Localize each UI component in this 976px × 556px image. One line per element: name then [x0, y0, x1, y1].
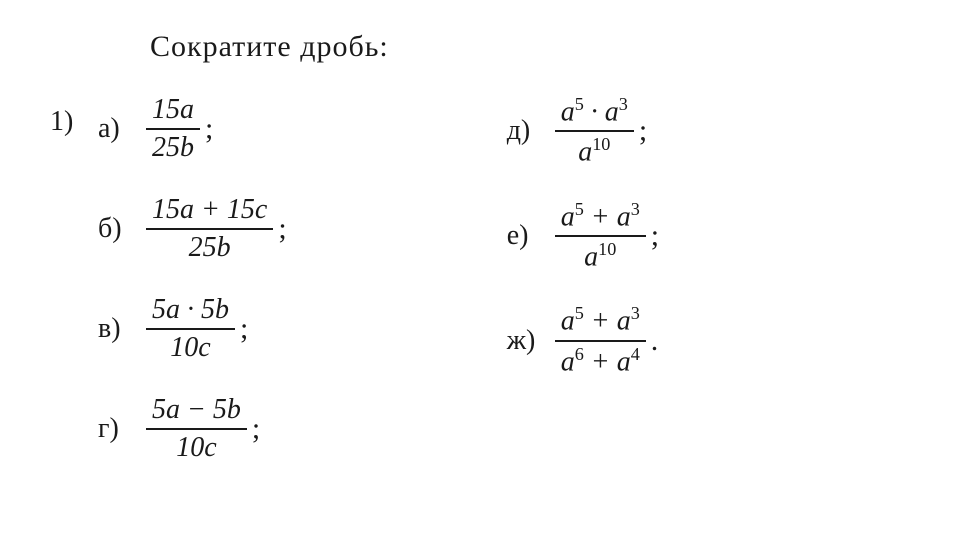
exercise-item: в) 5a · 5b10c; — [98, 292, 287, 366]
item-terminator: ; — [205, 112, 213, 146]
fraction: 5a · 5b10c — [146, 292, 235, 366]
item-terminator: ; — [240, 312, 248, 346]
fraction-denominator: 25b — [183, 230, 237, 266]
exercise-item: б) 15a + 15c25b; — [98, 192, 287, 266]
problem-number: 1) — [50, 106, 84, 138]
item-label: в) — [98, 313, 134, 345]
fraction-denominator: a10 — [578, 237, 622, 275]
item-label: б) — [98, 213, 134, 245]
fraction: a5 + a3a10 — [555, 197, 646, 276]
columns-container: а)15a25b;б)15a + 15c25b;в)5a · 5b10c;г)5… — [98, 92, 659, 466]
fraction-denominator: 10c — [170, 430, 222, 466]
fraction-numerator: 15a — [146, 92, 200, 128]
fraction-denominator: 25b — [146, 130, 200, 166]
item-terminator: . — [651, 324, 659, 358]
fraction-numerator: 15a + 15c — [146, 192, 273, 228]
fraction-numerator: 5a · 5b — [146, 292, 235, 328]
exercise-item: г) 5a − 5b10c; — [98, 392, 287, 466]
item-label: г) — [98, 413, 134, 445]
fraction-numerator: a5 + a3 — [555, 197, 646, 235]
fraction-denominator: a6 + a4 — [555, 342, 646, 380]
item-label: д) — [507, 115, 543, 147]
fraction: 5a − 5b10c — [146, 392, 247, 466]
exercise-title: Сократите дробь: — [150, 30, 926, 64]
exercise-item: е) a5 + a3a10; — [507, 197, 659, 276]
fraction: 15a + 15c25b — [146, 192, 273, 266]
fraction-numerator: 5a − 5b — [146, 392, 247, 428]
fraction: a5 · a3a10 — [555, 92, 634, 171]
fraction-numerator: a5 + a3 — [555, 301, 646, 339]
item-terminator: ; — [252, 412, 260, 446]
item-terminator: ; — [639, 114, 647, 148]
fraction: 15a25b — [146, 92, 200, 166]
fraction-denominator: 10c — [164, 330, 216, 366]
item-label: е) — [507, 220, 543, 252]
item-label: а) — [98, 113, 134, 145]
fraction-denominator: a10 — [572, 132, 616, 170]
item-terminator: ; — [278, 212, 286, 246]
exercise-item: ж) a5 + a3a6 + a4. — [507, 301, 659, 380]
problem-row: 1) а)15a25b;б)15a + 15c25b;в)5a · 5b10c;… — [50, 92, 926, 466]
right-column: д)a5 · a3a10;е)a5 + a3a10;ж)a5 + a3a6 + … — [507, 92, 659, 380]
exercise-item: д) a5 · a3a10; — [507, 92, 659, 171]
item-label: ж) — [507, 325, 543, 357]
left-column: а)15a25b;б)15a + 15c25b;в)5a · 5b10c;г)5… — [98, 92, 287, 466]
fraction: a5 + a3a6 + a4 — [555, 301, 646, 380]
exercise-item: а) 15a25b; — [98, 92, 287, 166]
fraction-numerator: a5 · a3 — [555, 92, 634, 130]
item-terminator: ; — [651, 219, 659, 253]
